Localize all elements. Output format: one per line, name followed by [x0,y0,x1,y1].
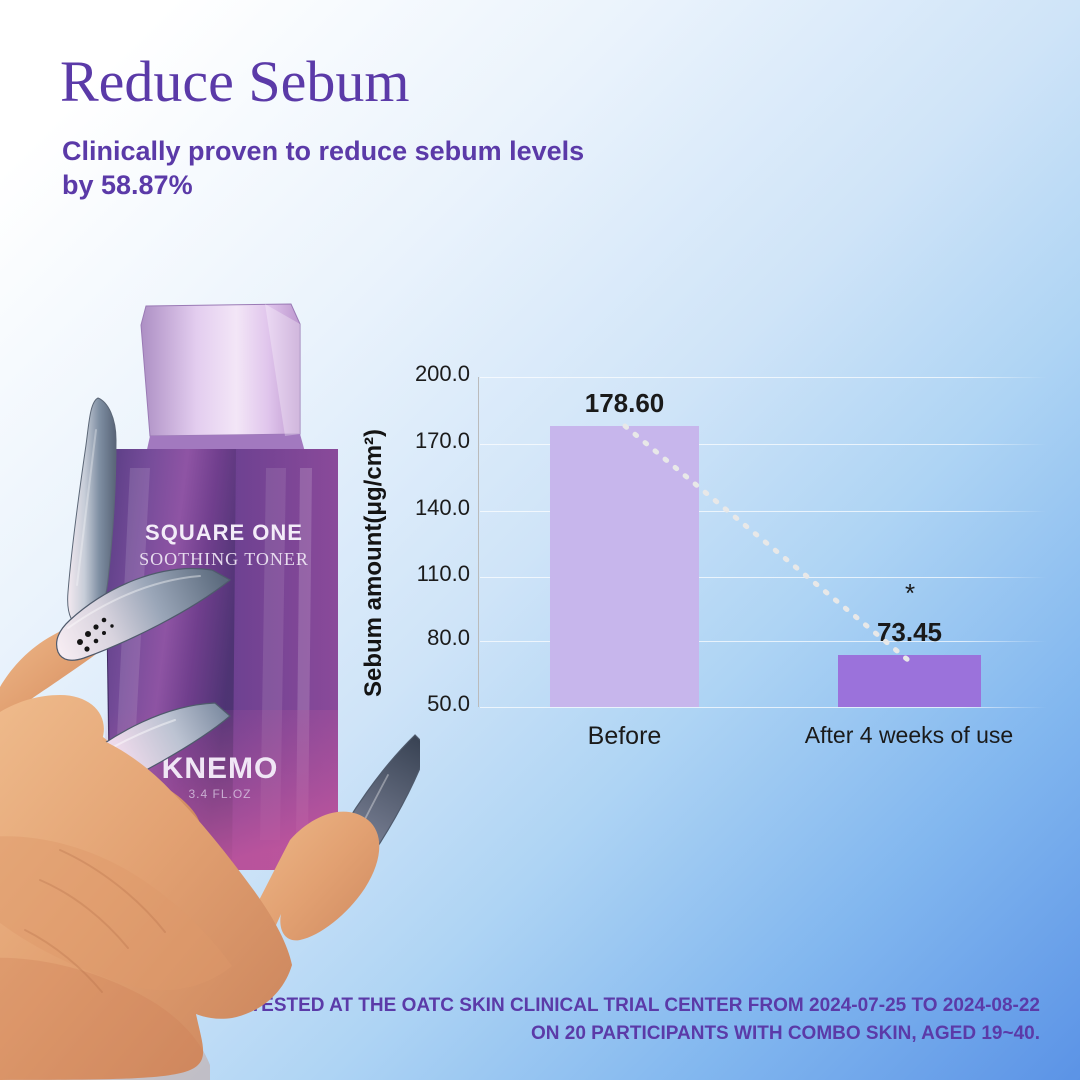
svg-text:SOOTHING TONER: SOOTHING TONER [139,549,309,569]
svg-text:SQUARE ONE: SQUARE ONE [145,520,303,545]
svg-text:3.4 FL.OZ: 3.4 FL.OZ [188,787,251,801]
svg-text:KNEMO: KNEMO [162,752,279,785]
